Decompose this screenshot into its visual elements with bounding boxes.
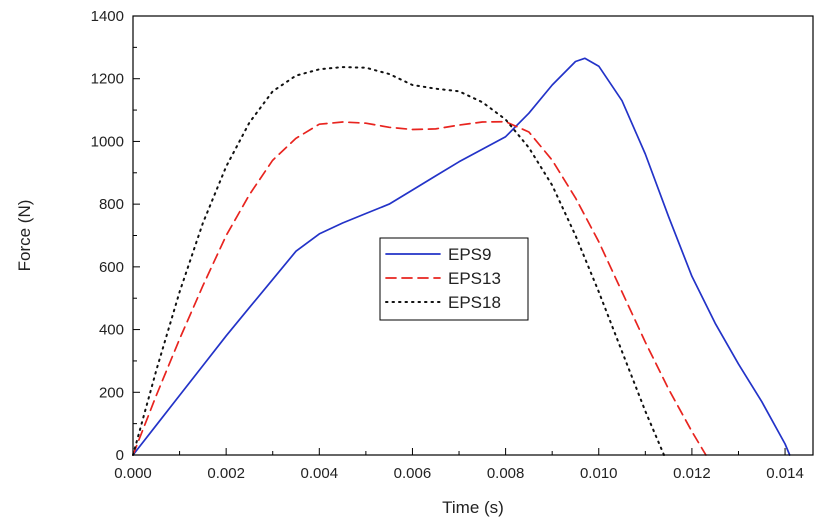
y-tick-label: 200	[99, 384, 124, 401]
y-tick-label: 1000	[91, 133, 124, 150]
x-tick-label: 0.012	[673, 465, 711, 482]
plot-frame	[132, 15, 814, 456]
y-tick-label: 1400	[91, 8, 124, 25]
series-line-eps18	[132, 66, 665, 456]
x-tick-label: 0.008	[487, 465, 525, 482]
y-tick-label: 400	[99, 322, 124, 339]
x-tick-label: 0.006	[394, 465, 432, 482]
y-tick-label: 800	[99, 196, 124, 213]
x-tick-label: 0.004	[301, 465, 339, 482]
legend-label-eps18: EPS18	[448, 293, 501, 312]
ticks-layer	[132, 15, 786, 456]
y-axis-title: Force (N)	[15, 200, 34, 272]
legend-label-eps13: EPS13	[448, 269, 501, 288]
x-tick-label: 0.010	[580, 465, 618, 482]
series-line-eps13	[132, 120, 707, 456]
x-tick-label: 0.000	[114, 465, 152, 482]
legend-box	[379, 237, 529, 321]
y-tick-label: 600	[99, 259, 124, 276]
x-axis-title: Time (s)	[442, 498, 504, 517]
series-line-eps9	[132, 57, 791, 456]
y-tick-label: 0	[116, 447, 124, 464]
y-tick-label: 1200	[91, 71, 124, 88]
legend-label-eps9: EPS9	[448, 245, 491, 264]
x-tick-label: 0.014	[766, 465, 804, 482]
x-tick-label: 0.002	[207, 465, 245, 482]
labels-layer: 0 200 400 600 800 1000 1200 1400 0.000 0.002 0.004…	[91, 8, 804, 482]
legend: EPS9 EPS13 EPS18	[379, 237, 529, 321]
series-layer	[132, 57, 791, 456]
